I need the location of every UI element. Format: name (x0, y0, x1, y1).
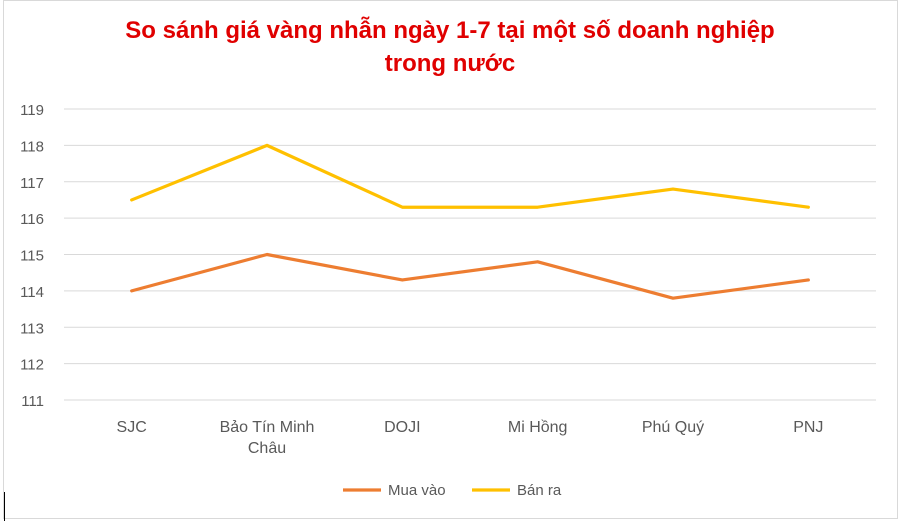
x-tick-label: DOJI (384, 419, 420, 436)
edge-marker (4, 492, 5, 521)
legend: Mua vào Bán ra (343, 482, 562, 499)
y-tick-label: 115 (20, 248, 44, 265)
y-tick-label: 113 (20, 320, 44, 337)
chart-title-line2: trong nước (384, 50, 516, 77)
y-tick-label: 116 (20, 211, 44, 228)
y-tick-label: 114 (20, 284, 44, 301)
x-tick-label: PNJ (793, 419, 823, 436)
chart-title: So sánh giá vàng nhẫn ngày 1-7 tại một s… (0, 14, 900, 80)
y-axis-ticks: 111 112 113 114 115 116 117 118 119 (20, 102, 44, 410)
series-line-ban-ra (130, 143, 810, 209)
y-tick-label: 111 (21, 393, 44, 410)
chart-frame (3, 0, 898, 519)
y-tick-label: 118 (20, 138, 44, 155)
y-tick-label: 112 (20, 357, 44, 374)
series-lines (130, 143, 810, 300)
legend-label: Mua vào (388, 482, 446, 499)
x-tick-label: SJC (117, 419, 147, 436)
series-line-mua-vao (130, 252, 810, 300)
chart-title-line1: So sánh giá vàng nhẫn ngày 1-7 tại một s… (125, 17, 775, 44)
legend-label: Bán ra (517, 482, 562, 499)
x-tick-label: Phú Quý (642, 419, 704, 436)
x-tick-label: Bảo Tín Minh Châu (220, 419, 315, 457)
gridlines (64, 108, 876, 401)
y-tick-label: 119 (20, 102, 44, 119)
y-tick-label: 117 (20, 175, 44, 192)
x-axis-ticks: SJC Bảo Tín Minh Châu DOJI Mi Hồng Phú Quý PNJ (117, 419, 824, 457)
x-tick-label: Mi Hồng (508, 419, 568, 436)
